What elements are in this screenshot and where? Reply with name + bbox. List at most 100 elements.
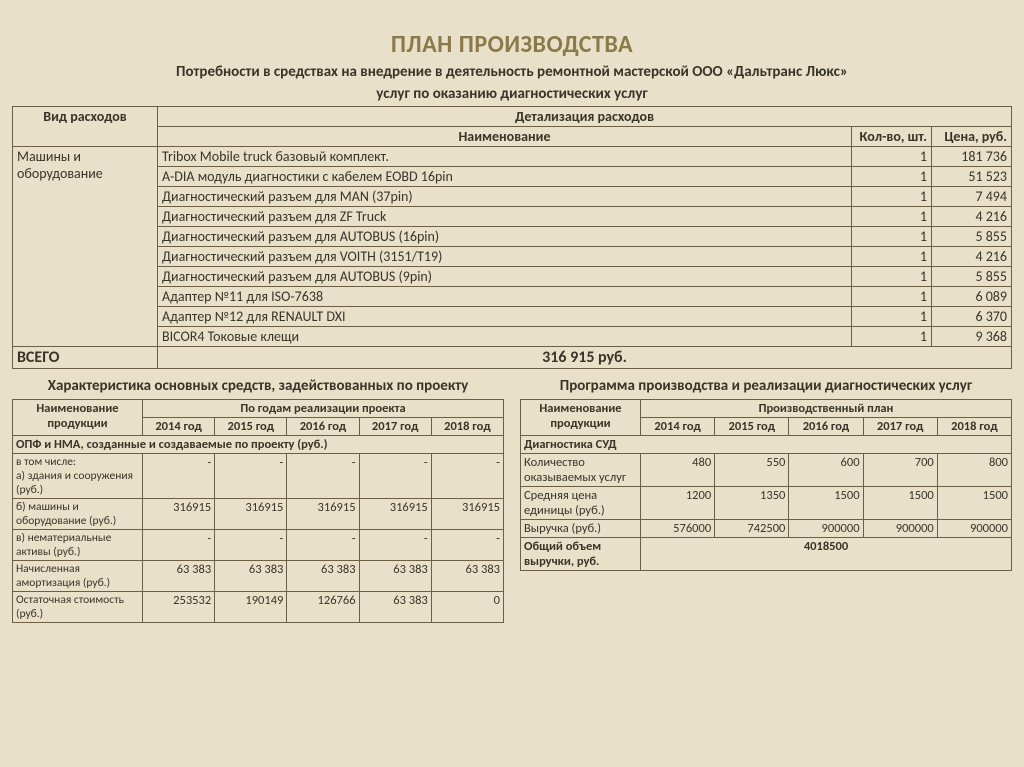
item-name: Диагностический разъем для AUTOBUS (16pi… [158,227,852,247]
row-label: Остаточная стоимость (руб.) [13,592,143,623]
cell-value: 1500 [863,487,937,520]
assets-table: Наименование продукции По годам реализац… [12,399,504,623]
cell-value: 316915 [287,499,359,530]
cell-value: 742500 [715,520,789,538]
cell-value: 1200 [641,487,715,520]
cell-value: 1500 [937,487,1011,520]
cell-value: 316915 [143,499,215,530]
row-label: в) нематериальные активы (руб.) [13,530,143,561]
row-label: б) машины и оборудование (руб.) [13,499,143,530]
right-total-label: Общий объем выручки, руб. [521,538,641,571]
item-price: 5 855 [932,267,1012,287]
right-section-title: Программа производства и реализации диаг… [520,377,1012,395]
right-header-plan: Производственный план [641,400,1012,418]
row-label: Количество оказываемых услуг [521,454,641,487]
cell-value: 900000 [937,520,1011,538]
left-group: ОПФ и НМА, созданные и создаваемые по пр… [13,436,504,454]
item-price: 6 089 [932,287,1012,307]
item-price: 4 216 [932,247,1012,267]
item-qty: 1 [852,227,932,247]
year-header: 2018 год [431,418,503,436]
year-header: 2016 год [789,418,863,436]
cell-value: 63 383 [143,561,215,592]
cell-value: - [431,530,503,561]
year-header: 2014 год [143,418,215,436]
total-value: 316 915 руб. [158,347,1012,369]
cell-value: 900000 [789,520,863,538]
cell-value: - [431,454,503,499]
item-price: 181 736 [932,147,1012,167]
item-name: Tribox Mobile truck базовый комплект. [158,147,852,167]
year-header: 2015 год [715,418,789,436]
item-name: Адаптер №11 для ISO-7638 [158,287,852,307]
left-section-title: Характеристика основных средств, задейст… [12,377,504,395]
expenses-table: Вид расходов Детализация расходов Наимен… [12,106,1012,369]
subtitle-line-1: Потребности в средствах на внедрение в д… [12,63,1012,83]
cell-value: - [359,530,431,561]
row-label: Средняя цена единицы (руб.) [521,487,641,520]
production-table: Наименование продукции Производственный … [520,399,1012,571]
year-header: 2017 год [863,418,937,436]
col-header-qty: Кол-во, шт. [852,127,932,147]
year-header: 2014 год [641,418,715,436]
cell-value: 126766 [287,592,359,623]
cell-value: - [215,530,287,561]
row-label: Выручка (руб.) [521,520,641,538]
item-price: 51 523 [932,167,1012,187]
cell-value: 1350 [715,487,789,520]
item-name: BICOR4 Токовые клещи [158,327,852,347]
page-title: ПЛАН ПРОИЗВОДСТВА [12,30,1012,59]
cell-value: 700 [863,454,937,487]
cell-value: 63 383 [431,561,503,592]
cell-value: 900000 [863,520,937,538]
cell-value: 480 [641,454,715,487]
item-qty: 1 [852,307,932,327]
cell-value: - [359,454,431,499]
item-name: A-DIA модуль диагностики с кабелем EOBD … [158,167,852,187]
item-name: Диагностический разъем для VOITH (3151/T… [158,247,852,267]
item-name: Адаптер №12 для RENAULT DXI [158,307,852,327]
item-price: 7 494 [932,187,1012,207]
cell-value: 190149 [215,592,287,623]
item-price: 4 216 [932,207,1012,227]
col-header-type: Вид расходов [13,107,158,147]
item-name: Диагностический разъем для AUTOBUS (9pin… [158,267,852,287]
cell-value: - [143,454,215,499]
cell-value: 63 383 [287,561,359,592]
cell-value: 576000 [641,520,715,538]
item-qty: 1 [852,287,932,307]
col-header-price: Цена, руб. [932,127,1012,147]
year-header: 2015 год [215,418,287,436]
item-price: 6 370 [932,307,1012,327]
total-label: ВСЕГО [13,347,158,369]
item-name: Диагностический разъем для ZF Truck [158,207,852,227]
year-header: 2018 год [937,418,1011,436]
item-qty: 1 [852,167,932,187]
row-label: Начисленная амортизация (руб.) [13,561,143,592]
right-group: Диагностика СУД [521,436,1012,454]
cell-value: 316915 [359,499,431,530]
col-header-detail: Детализация расходов [158,107,1012,127]
item-qty: 1 [852,207,932,227]
right-total-value: 4018500 [641,538,1012,571]
left-header-prod: Наименование продукции [13,400,143,436]
cell-value: 600 [789,454,863,487]
right-header-prod: Наименование продукции [521,400,641,436]
cell-value: 63 383 [359,561,431,592]
cell-value: 800 [937,454,1011,487]
item-qty: 1 [852,187,932,207]
cell-value: 253532 [143,592,215,623]
cell-value: 550 [715,454,789,487]
year-header: 2016 год [287,418,359,436]
category-cell: Машины и оборудование [13,147,158,347]
cell-value: 1500 [789,487,863,520]
item-qty: 1 [852,327,932,347]
item-name: Диагностический разъем для MAN (37pin) [158,187,852,207]
subtitle-line-2: услуг по оказанию диагностических услуг [12,85,1012,105]
cell-value: 0 [431,592,503,623]
cell-value: 316915 [215,499,287,530]
left-header-years: По годам реализации проекта [143,400,504,418]
item-qty: 1 [852,247,932,267]
year-header: 2017 год [359,418,431,436]
item-qty: 1 [852,147,932,167]
